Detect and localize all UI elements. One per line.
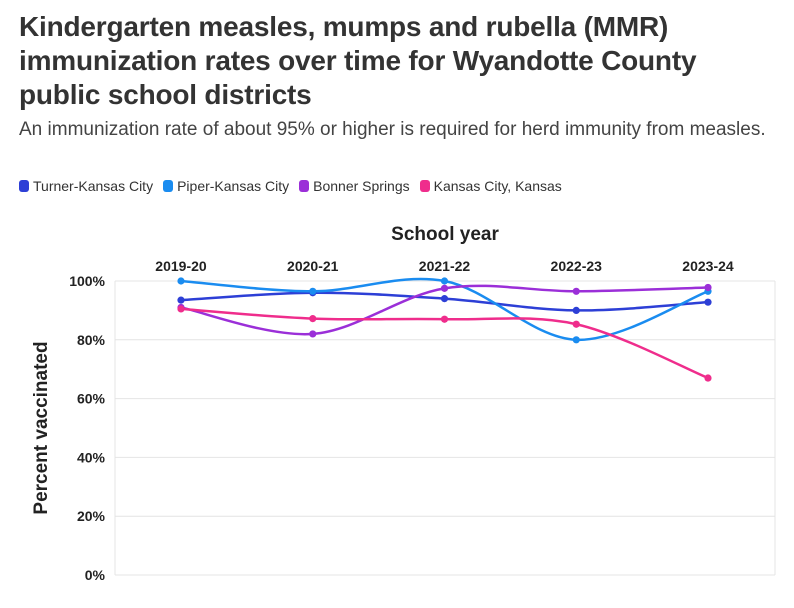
data-point[interactable] — [177, 296, 185, 304]
legend-item: Kansas City, Kansas — [419, 178, 562, 194]
legend-item: Bonner Springs — [299, 178, 410, 194]
data-point[interactable] — [177, 277, 185, 285]
chart-title: Kindergarten measles, mumps and rubella … — [19, 11, 697, 110]
x-axis-title: School year — [391, 224, 499, 245]
series-line — [179, 284, 710, 336]
data-point[interactable] — [177, 305, 185, 313]
legend-swatch — [163, 180, 174, 192]
legend-swatch — [299, 180, 310, 192]
data-point[interactable] — [440, 295, 449, 303]
legend: Turner-Kansas City Piper-Kansas City Bonne… — [19, 178, 562, 194]
data-point[interactable] — [572, 320, 580, 328]
data-point[interactable] — [704, 298, 712, 306]
data-point[interactable] — [440, 284, 449, 292]
x-tick-label: 2019-20 — [155, 258, 207, 274]
data-point[interactable] — [704, 374, 712, 382]
data-point[interactable] — [440, 315, 449, 323]
data-point[interactable] — [309, 315, 317, 323]
data-point[interactable] — [572, 287, 580, 295]
x-tick-label: 2023-24 — [682, 258, 734, 274]
data-points — [177, 277, 712, 382]
y-tick-label: 20% — [77, 508, 106, 524]
legend-item: Turner-Kansas City — [19, 178, 153, 194]
data-point[interactable] — [572, 306, 580, 314]
line-chart: 0% 20% 40% 60% 80% 100% 2019-20 2020-21 2021-22 2… — [31, 224, 776, 583]
data-point[interactable] — [440, 277, 449, 285]
gridlines — [114, 280, 776, 576]
legend-label: Turner-Kansas City — [33, 178, 154, 194]
data-point[interactable] — [309, 287, 317, 295]
y-tick-label: 80% — [77, 332, 106, 348]
y-tick-label: 0% — [85, 567, 106, 583]
x-tick-label: 2021-22 — [419, 258, 471, 274]
y-tick-label: 60% — [77, 391, 106, 407]
y-axis-title: Percent vaccinated — [31, 341, 52, 514]
series-lines — [179, 277, 710, 380]
y-tick-label: 100% — [69, 273, 105, 289]
legend-label: Kansas City, Kansas — [433, 178, 562, 194]
chart-subtitle: An immunization rate of about 95% or hig… — [19, 119, 766, 140]
legend-swatch — [19, 180, 29, 192]
axes: 0% 20% 40% 60% 80% 100% 2019-20 2020-21 2021-22 2… — [31, 224, 734, 583]
legend-label: Piper-Kansas City — [177, 178, 290, 194]
data-point[interactable] — [704, 283, 712, 292]
y-tick-label: 40% — [77, 449, 106, 465]
legend-item: Piper-Kansas City — [163, 178, 289, 194]
legend-swatch — [419, 180, 430, 192]
data-point[interactable] — [309, 330, 317, 338]
x-tick-label: 2020-21 — [287, 258, 339, 274]
x-tick-label: 2022-23 — [551, 258, 603, 274]
legend-label: Bonner Springs — [313, 178, 410, 194]
data-point[interactable] — [572, 336, 580, 344]
